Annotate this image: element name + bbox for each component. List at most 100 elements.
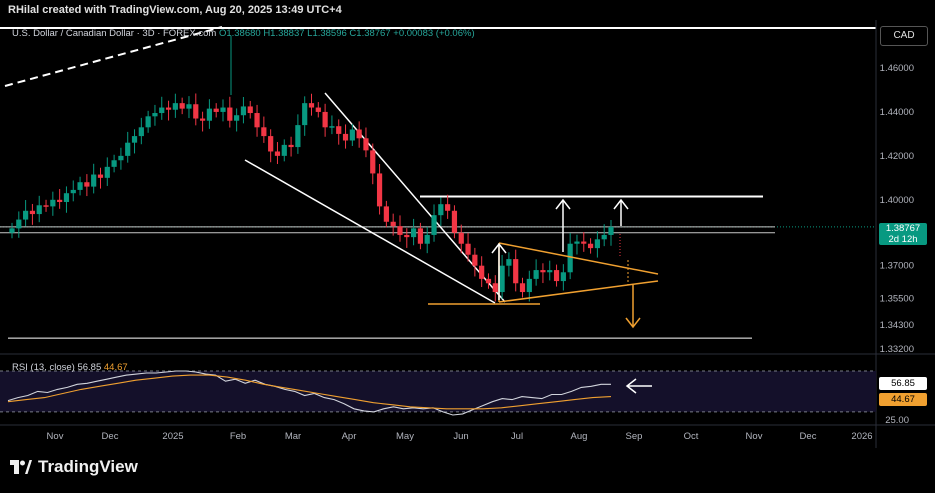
rsi-value-badge: 56.85 <box>879 377 927 390</box>
rsi-label: RSI (13, close) <box>12 362 75 373</box>
candle-body <box>97 174 104 178</box>
candle-body <box>36 205 42 215</box>
candle-body <box>145 116 151 128</box>
candle-body <box>111 160 117 167</box>
candle-body <box>553 270 560 282</box>
candle-body <box>57 199 63 202</box>
time-tick-label: Nov <box>47 431 64 442</box>
candle-body <box>526 278 532 293</box>
time-tick-label: Dec <box>800 431 817 442</box>
candle-body <box>390 221 396 227</box>
rsi-legend: RSI (13, close) 56.85 44.67 <box>12 362 128 373</box>
candle-body <box>567 243 573 273</box>
candle-body <box>288 144 294 148</box>
chart-credit: RHilal created with TradingView.com, Aug… <box>8 4 342 16</box>
target-arrow-1-head <box>491 242 507 254</box>
candle-body <box>581 241 587 244</box>
rsi-legend-ma-value: 44.67 <box>103 362 128 373</box>
candle-body <box>342 133 349 141</box>
candle-body <box>268 136 274 152</box>
candle-body <box>247 106 253 114</box>
candle-body <box>254 113 260 128</box>
candle-body <box>295 125 301 148</box>
candle-body <box>574 241 580 244</box>
candle-body <box>43 205 49 207</box>
brand-name: TradingView <box>38 457 138 476</box>
price-tick-label: 1.44000 <box>880 107 914 118</box>
candle-body <box>91 174 97 187</box>
candle-body <box>356 129 362 139</box>
long-term-trendline <box>4 26 223 87</box>
time-tick-label: Jul <box>511 431 523 442</box>
candle-body <box>608 226 614 235</box>
candle-body <box>513 259 519 284</box>
price-tick-label: 1.37000 <box>880 261 914 272</box>
candle-body <box>438 204 444 216</box>
time-tick-label: Sep <box>626 431 643 442</box>
candle-body <box>240 106 247 116</box>
candle-body <box>533 270 539 279</box>
candle-body <box>193 104 199 119</box>
time-tick-label: May <box>396 431 414 442</box>
candle-body <box>172 103 178 110</box>
candle-body <box>322 111 328 128</box>
time-tick-label: 2026 <box>851 431 872 442</box>
candle-body <box>138 127 144 137</box>
last-price-badge: 1.38767 2d 12h <box>879 223 927 245</box>
candle-body <box>274 151 281 156</box>
tradingview-icon <box>10 460 32 474</box>
price-tick-label: 1.35500 <box>880 294 914 305</box>
candle-body <box>336 126 342 134</box>
candle-body <box>23 210 29 220</box>
candle-body <box>220 107 226 112</box>
candle-body <box>281 144 287 156</box>
candle-body <box>227 107 233 121</box>
time-tick-label: Nov <box>746 431 763 442</box>
time-tick-label: Jun <box>453 431 468 442</box>
candle-body <box>363 138 369 151</box>
candle-body <box>213 108 219 112</box>
currency-selector[interactable]: CAD <box>880 26 928 46</box>
candle-body <box>370 150 376 174</box>
price-tick-label: 1.46000 <box>880 63 914 74</box>
time-tick-label: Aug <box>571 431 588 442</box>
candle-body <box>131 136 138 143</box>
candle-body <box>234 115 240 121</box>
price-tick-label: 1.34300 <box>880 320 914 331</box>
triangle-upper-line <box>498 242 659 275</box>
time-tick-label: 2025 <box>162 431 183 442</box>
candle-body <box>404 234 410 238</box>
candle-body <box>16 219 22 229</box>
time-tick-label: Feb <box>230 431 246 442</box>
candle-body <box>77 182 83 190</box>
candle-body <box>445 204 451 211</box>
candle-body <box>165 107 172 110</box>
candle-body <box>519 283 526 293</box>
candle-body <box>458 232 464 244</box>
candle-body <box>199 118 206 121</box>
candle-body <box>540 270 546 273</box>
last-price-value: 1.38767 <box>885 223 921 234</box>
candle-body <box>431 215 437 235</box>
candle-body <box>479 265 485 279</box>
candle-body <box>104 166 110 178</box>
candle-body <box>594 239 600 249</box>
bar-countdown: 2d 12h <box>888 233 918 245</box>
rsi-tick-label: 25.00 <box>885 415 909 426</box>
candle-body <box>424 234 430 244</box>
price-tick-label: 1.42000 <box>880 151 914 162</box>
candle-body <box>547 270 553 273</box>
triangle-lower-line <box>498 280 659 303</box>
candle-body <box>206 108 212 121</box>
candle-body <box>302 103 308 126</box>
rsi-band <box>0 371 876 412</box>
candle-body <box>376 173 383 207</box>
candle-body <box>465 243 471 255</box>
candle-body <box>451 210 458 233</box>
candle-body <box>485 278 492 284</box>
candle-body <box>329 126 335 128</box>
rsi-ma-badge: 44.67 <box>879 393 927 406</box>
tradingview-logo[interactable]: TradingView <box>10 457 138 477</box>
time-tick-label: Dec <box>102 431 119 442</box>
